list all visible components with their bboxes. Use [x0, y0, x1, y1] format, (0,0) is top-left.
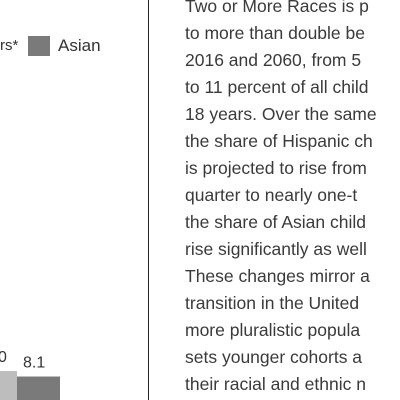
article-line: their racial and ethnic n — [185, 374, 366, 394]
legend-entry-two-or-more: rs* — [0, 37, 18, 54]
article-line: rise significantly as well — [185, 239, 367, 259]
article-line: is projected to rise from — [185, 158, 367, 178]
legend-entry-asian: Asian — [28, 36, 101, 56]
article-line: quarter to nearly one-t — [185, 185, 358, 205]
article-line: to more than double be — [185, 23, 365, 43]
article-line: sets younger cohorts a — [185, 347, 363, 367]
article-body: Two or More Races is p to more than doub… — [185, 0, 400, 398]
bar-chart: 0 8.1 — [0, 349, 60, 400]
legend-swatch-asian — [28, 36, 50, 56]
article-line: transition in the United — [185, 293, 360, 313]
article-line: These changes mirror a — [185, 266, 370, 286]
article-line: more pluralistic popula — [185, 320, 361, 340]
article-line: the share of Hispanic ch — [185, 131, 373, 151]
bar-asian — [17, 376, 60, 400]
article-line: to 11 percent of all child — [185, 77, 369, 97]
article-line: 2016 and 2060, from 5 — [185, 50, 362, 70]
article-line: 18 years. Over the same — [185, 104, 377, 124]
bar-value-label: 0 — [0, 349, 7, 366]
legend-label-two-or-more: rs* — [0, 37, 19, 54]
legend-label-asian: Asian — [58, 36, 101, 55]
article-line: the share of Asian child — [185, 212, 366, 232]
bar-two-or-more — [0, 371, 17, 400]
column-divider — [148, 0, 149, 400]
bar-value-label: 8.1 — [23, 355, 45, 372]
article-line: Two or More Races is p — [185, 0, 369, 16]
